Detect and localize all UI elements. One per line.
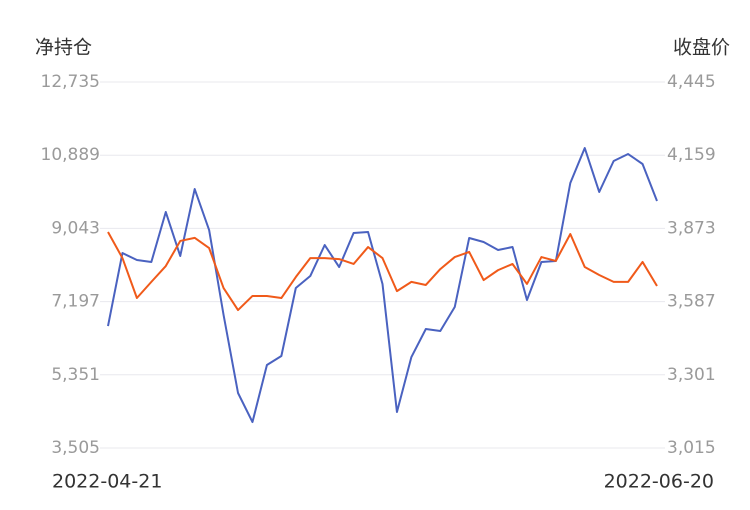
y-tick-label: 3,505	[51, 438, 100, 458]
y2-tick-label: 3,587	[667, 292, 716, 312]
y-tick-label: 9,043	[51, 218, 100, 238]
y-tick-label: 5,351	[51, 365, 100, 385]
y2-tick-label: 3,015	[667, 438, 716, 458]
y2-tick-label: 3,301	[667, 365, 716, 385]
y2-tick-label: 3,873	[667, 218, 716, 238]
y-axis-title: 净持仓	[35, 37, 92, 59]
x-tick-label: 2022-06-20	[604, 471, 714, 493]
line-series	[107, 231, 658, 312]
y-tick-label: 7,197	[51, 292, 100, 312]
y2-tick-label: 4,445	[667, 72, 716, 92]
y-tick-label: 10,889	[41, 145, 100, 165]
y2-axis-title: 收盘价	[673, 37, 730, 59]
line-series	[107, 147, 658, 424]
y2-tick-label: 4,159	[667, 145, 716, 165]
y-tick-label: 12,735	[41, 72, 100, 92]
x-tick-label: 2022-04-21	[52, 471, 162, 493]
